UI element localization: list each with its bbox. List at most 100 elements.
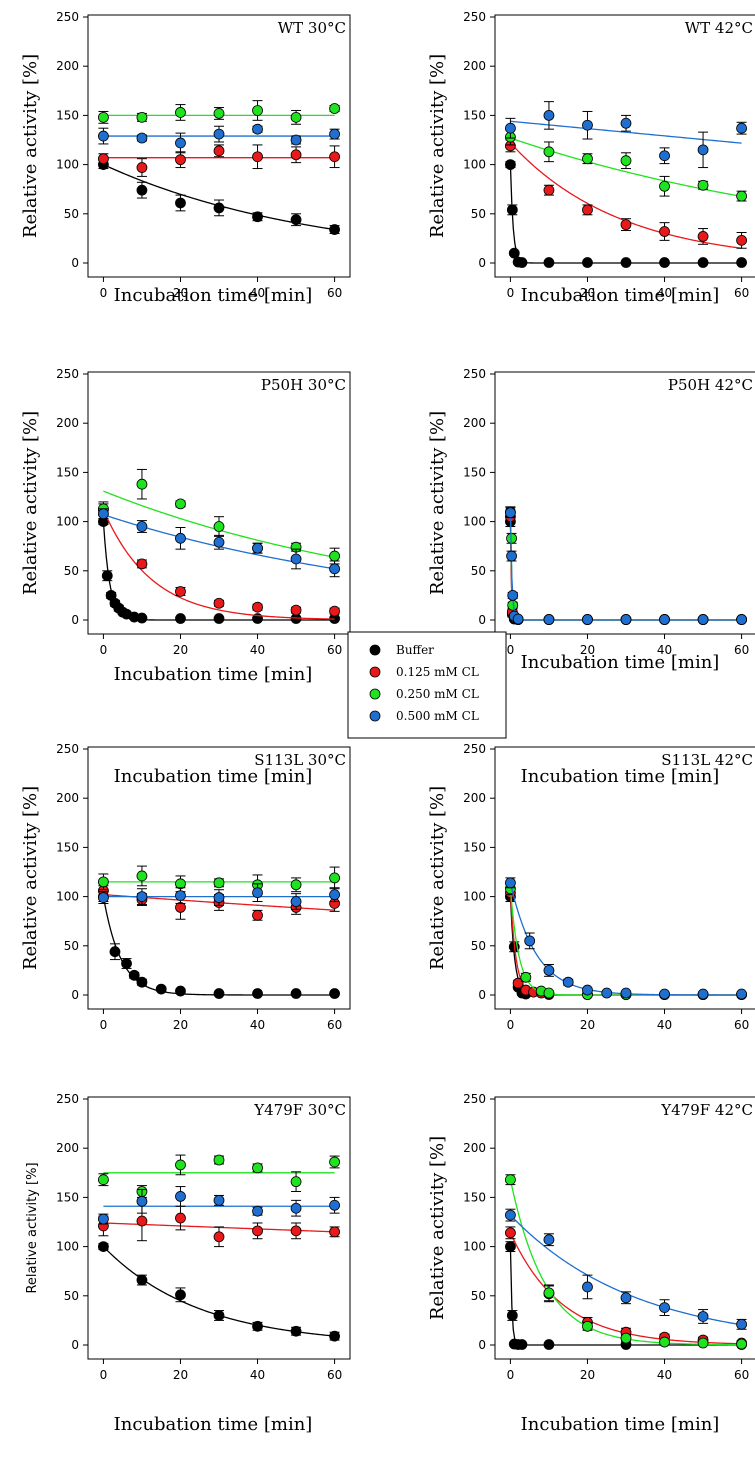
data-point <box>620 257 632 268</box>
x-tick-label: 0 <box>100 1368 108 1382</box>
data-point <box>505 1209 516 1221</box>
data-point <box>175 613 186 624</box>
data-point <box>516 1339 528 1350</box>
data-point <box>290 1176 302 1188</box>
y-tick-label: 200 <box>56 791 79 805</box>
x-tick-label: 0 <box>507 643 515 657</box>
y-tick-label: 0 <box>478 1338 486 1352</box>
data-point <box>252 1225 263 1237</box>
series-3 <box>505 101 747 169</box>
data-point <box>213 1310 225 1321</box>
y-tick-label: 200 <box>463 416 486 430</box>
data-point <box>98 876 109 888</box>
x-tick-label: 20 <box>580 286 595 300</box>
data-point <box>175 1289 186 1301</box>
panel-title: S113L 30°C <box>254 751 346 769</box>
data-point <box>697 988 709 1000</box>
data-point <box>290 214 302 226</box>
fit-line <box>102 509 335 620</box>
y-tick-label: 100 <box>56 890 79 904</box>
series-0 <box>505 891 747 1000</box>
fit-line <box>102 1246 335 1337</box>
x-tick-label: 0 <box>100 1018 108 1032</box>
y-tick-label: 0 <box>71 1338 79 1352</box>
data-point <box>543 110 555 121</box>
data-point <box>175 1191 186 1202</box>
plot-frame <box>87 1096 351 1360</box>
data-point <box>620 219 632 231</box>
series-3 <box>98 123 340 154</box>
data-point <box>136 111 148 123</box>
data-point <box>213 202 225 214</box>
legend-label: 0.500 mM CL <box>396 709 479 723</box>
data-point <box>543 987 555 999</box>
data-point <box>329 224 340 235</box>
data-point <box>620 1332 632 1344</box>
x-axis-label: Incubation time [min] <box>521 285 720 306</box>
y-tick-label: 150 <box>56 108 79 122</box>
legend-label: 0.250 mM CL <box>396 687 479 701</box>
y-tick-label: 200 <box>56 416 79 430</box>
data-point <box>175 1159 186 1171</box>
data-point <box>601 987 613 999</box>
data-point <box>98 508 109 520</box>
data-point <box>155 983 167 995</box>
data-point <box>98 111 109 123</box>
data-point <box>213 877 225 889</box>
data-point <box>659 257 670 268</box>
data-point <box>582 614 593 625</box>
data-point <box>290 134 302 146</box>
data-point <box>582 204 593 216</box>
plot-frame <box>87 371 351 635</box>
data-point <box>290 879 302 891</box>
data-point <box>659 180 670 192</box>
x-tick-label: 20 <box>580 643 595 657</box>
data-point <box>736 190 747 202</box>
plot-frame <box>494 371 755 635</box>
panel-title: WT 42°C <box>685 19 753 37</box>
y-tick-label: 0 <box>71 256 79 270</box>
data-point <box>736 1318 747 1330</box>
y-axis-label: Relative activity [%] <box>427 411 448 595</box>
x-tick-label: 0 <box>100 286 108 300</box>
x-tick-label: 60 <box>327 1368 342 1382</box>
x-tick-label: 40 <box>657 1018 672 1032</box>
data-point <box>175 197 186 209</box>
data-point <box>543 1339 555 1350</box>
data-point <box>128 969 140 981</box>
x-tick-label: 20 <box>173 286 188 300</box>
data-point <box>136 1215 148 1227</box>
y-tick-label: 100 <box>463 1240 486 1254</box>
y-tick-label: 150 <box>56 1190 79 1204</box>
y-tick-label: 100 <box>56 158 79 172</box>
y-axis-label: Relative activity [%] <box>427 786 448 970</box>
fit-line <box>509 892 742 996</box>
y-tick-label: 250 <box>463 367 486 381</box>
fit-line <box>509 511 742 621</box>
data-point <box>252 151 263 163</box>
data-point <box>505 122 516 134</box>
y-tick-label: 200 <box>463 1141 486 1155</box>
data-point <box>659 1336 670 1348</box>
fit-line <box>509 1214 742 1326</box>
data-point <box>98 153 109 165</box>
data-point <box>505 877 516 889</box>
data-point <box>620 117 632 129</box>
data-point <box>329 563 340 575</box>
data-point <box>736 234 747 246</box>
data-point <box>506 1310 518 1321</box>
x-tick-label: 0 <box>507 1018 515 1032</box>
data-point <box>290 896 302 907</box>
x-tick-label: 40 <box>250 1368 265 1382</box>
data-point <box>290 1202 302 1214</box>
data-point <box>697 257 709 268</box>
series-2 <box>505 1174 747 1350</box>
y-tick-label: 250 <box>56 10 79 24</box>
data-point <box>213 536 225 548</box>
y-axis-label: Relative activity [%] <box>427 1136 448 1320</box>
y-axis-label: Relative activity [%] <box>20 411 41 595</box>
x-tick-label: 40 <box>657 1368 672 1382</box>
data-point <box>543 184 555 196</box>
